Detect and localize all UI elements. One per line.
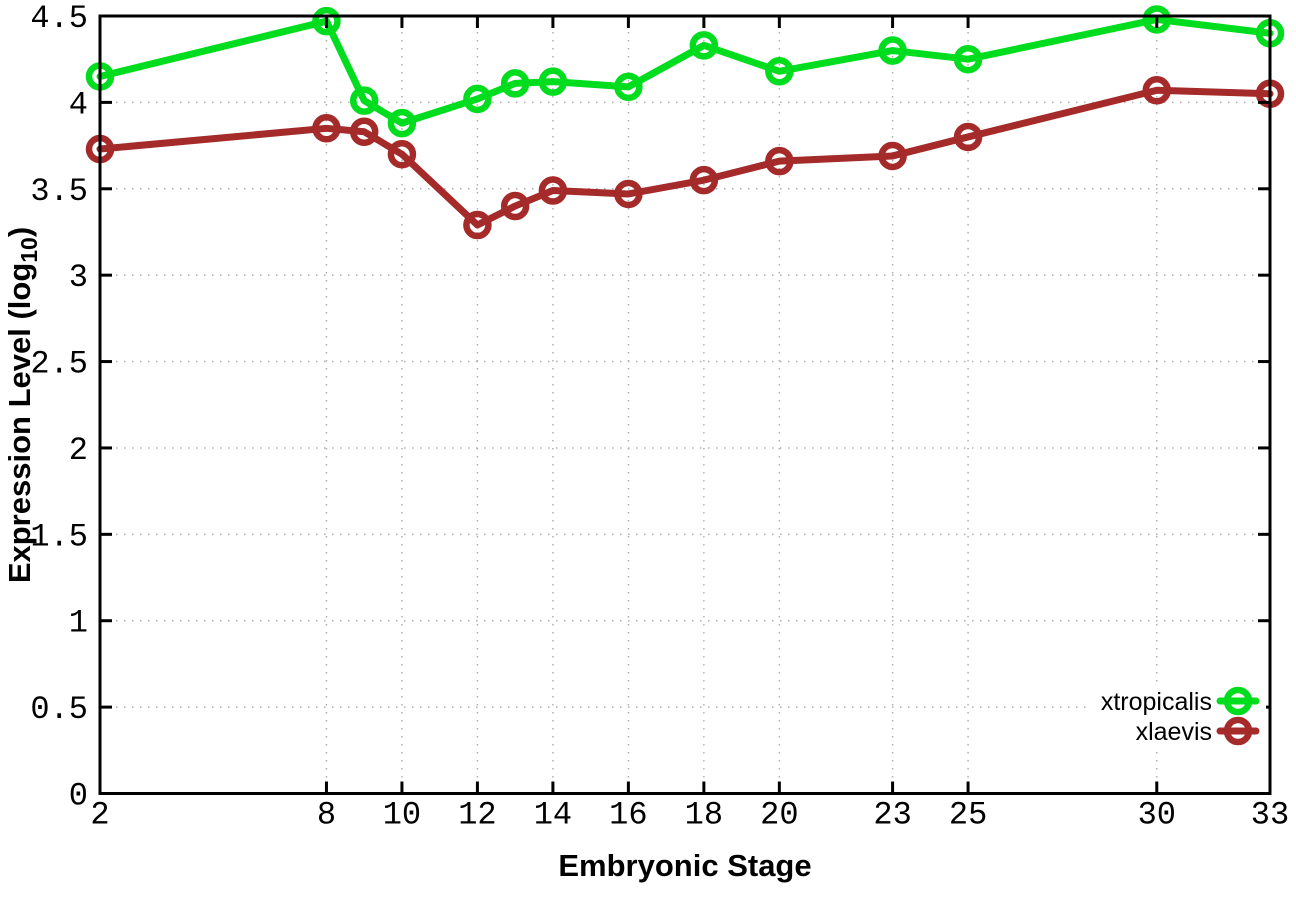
data-point-xtropicalis: [387, 108, 417, 138]
legend-marker-xtropicalis: [1223, 686, 1253, 716]
x-tick-label: 18: [685, 797, 723, 834]
y-tick-label: 0: [69, 778, 88, 815]
x-tick-label: 12: [458, 797, 496, 834]
x-tick-label: 23: [873, 797, 911, 834]
x-tick-label: 25: [949, 797, 987, 834]
data-point-xtropicalis: [765, 57, 794, 86]
data-point-xlaevis: [463, 210, 492, 240]
data-point-xlaevis: [878, 141, 907, 171]
x-tick-label: 2: [90, 797, 109, 834]
data-point-xtropicalis: [312, 6, 341, 36]
legend-marker-xlaevis: [1223, 716, 1253, 746]
data-point-xlaevis: [953, 122, 983, 152]
axes-layer: [98, 14, 1272, 795]
data-point-xtropicalis: [689, 31, 719, 60]
data-point-xlaevis: [1142, 76, 1172, 105]
x-tick-label: 8: [317, 797, 336, 834]
y-tick-label: 4.5: [30, 0, 88, 37]
x-tick-label: 30: [1138, 797, 1176, 834]
data-point-xtropicalis: [463, 84, 492, 114]
data-point-xlaevis: [312, 114, 341, 143]
y-tick-label: 4: [69, 86, 88, 123]
y-axis-title: Expression Level (log10): [2, 227, 42, 583]
series-layer: [85, 5, 1285, 240]
data-point-xtropicalis: [953, 44, 983, 74]
y-tick-label: 2: [69, 432, 88, 469]
y-tick-label: 2.5: [30, 346, 88, 383]
data-point-xlaevis: [538, 176, 568, 205]
data-point-xtropicalis: [349, 86, 379, 115]
legend-label-xlaevis: xlaevis: [1136, 718, 1212, 746]
x-tick-label: 20: [760, 797, 798, 834]
y-tick-label: 1: [69, 605, 88, 642]
x-tick-label: 14: [534, 797, 572, 834]
x-axis-title: Embryonic Stage: [558, 848, 811, 883]
data-point-xlaevis: [387, 139, 417, 169]
tick-label-layer: 2 8 10 12 14 16 18 20 23 25 30 33 0 0.5 1 1.5 2 2.5 3 3.5 4 4…: [30, 0, 1289, 834]
y-tick-label: 3.5: [30, 173, 88, 210]
x-tick-label: 10: [383, 797, 421, 834]
y-tick-label: 0.5: [30, 691, 88, 728]
legend-label-xtropicalis: xtropicalis: [1101, 688, 1212, 716]
data-point-xtropicalis: [878, 36, 907, 65]
y-tick-label: 3: [69, 259, 88, 296]
data-point-xlaevis: [500, 191, 530, 221]
plot-border: [98, 14, 1272, 795]
data-point-xlaevis: [614, 179, 643, 209]
data-point-xtropicalis: [538, 67, 568, 96]
data-point-xlaevis: [689, 165, 719, 195]
x-tick-label: 16: [609, 797, 647, 834]
data-point-xtropicalis: [1142, 5, 1172, 34]
data-point-xlaevis: [349, 117, 379, 147]
data-point-xlaevis: [765, 146, 794, 176]
series-line-xlaevis: [96, 86, 1274, 229]
grid-layer: [100, 16, 1270, 794]
y-tick-label: 1.5: [30, 518, 88, 555]
x-tick-label: 33: [1251, 797, 1289, 834]
data-point-xtropicalis: [500, 69, 530, 98]
data-point-xtropicalis: [614, 72, 643, 102]
